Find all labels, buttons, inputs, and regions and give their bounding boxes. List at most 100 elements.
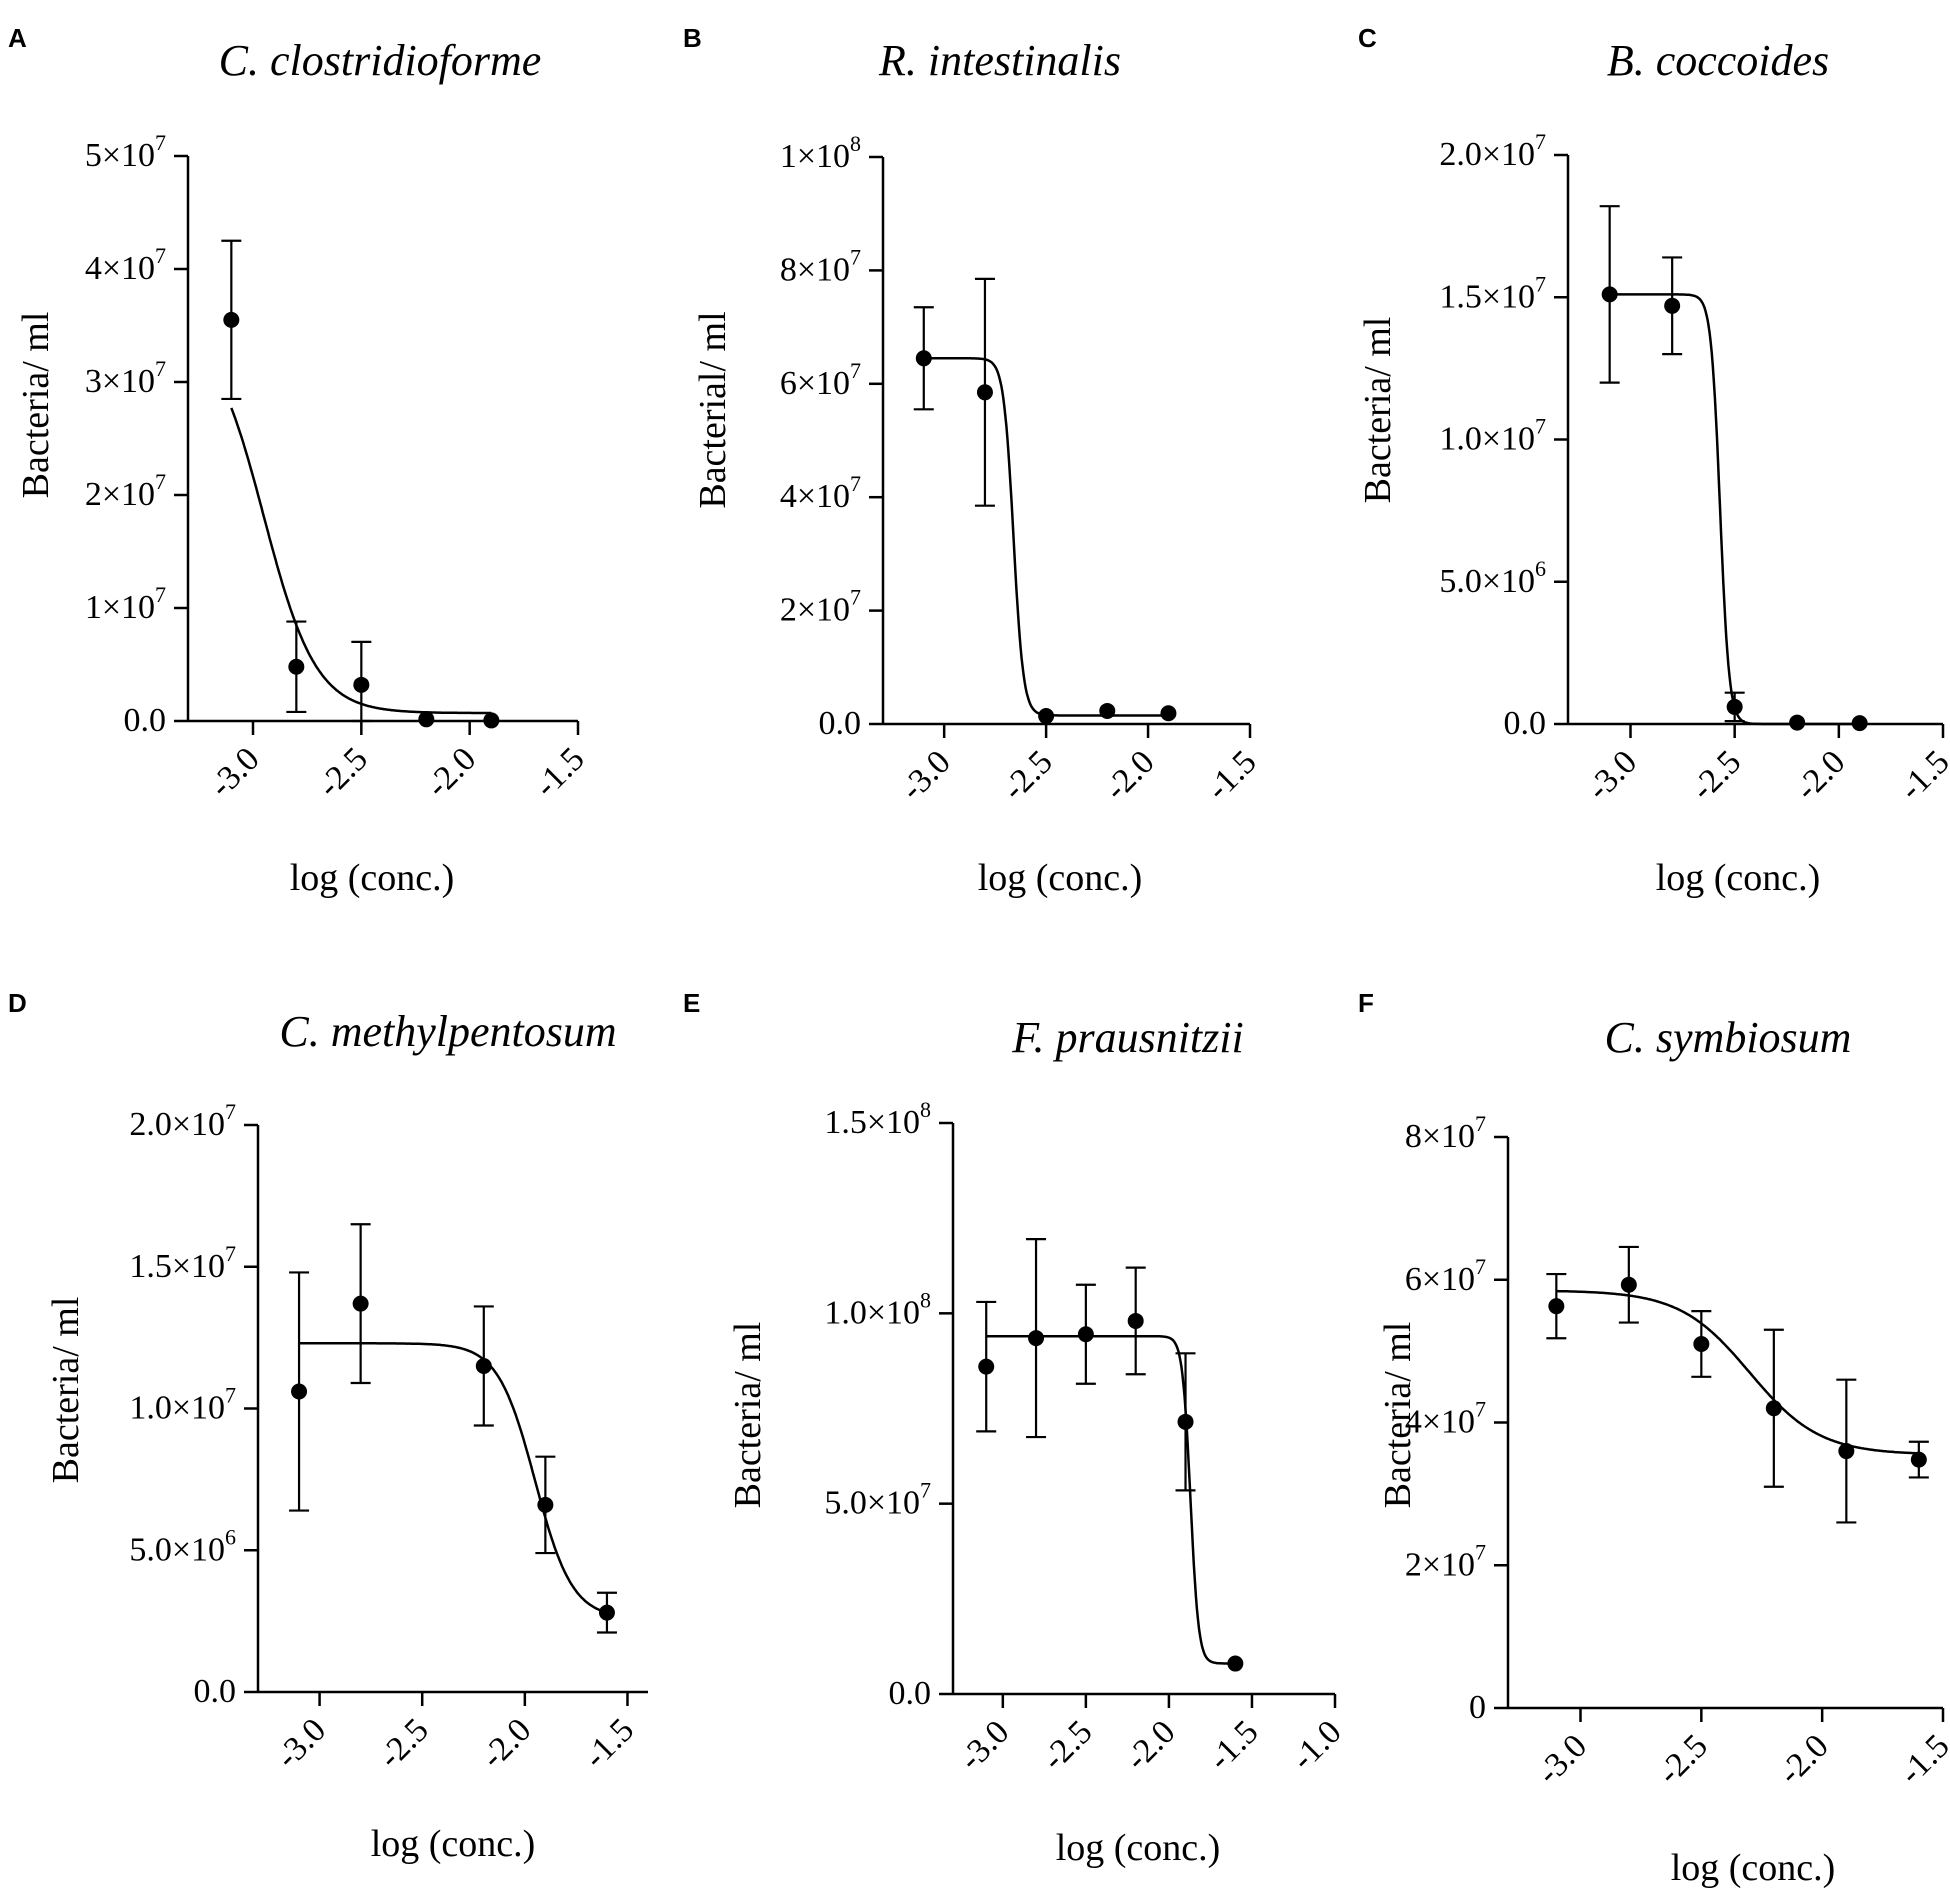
y-tick-exponent: 7 bbox=[1535, 129, 1546, 154]
data-point bbox=[1664, 297, 1681, 314]
panel-letter: C bbox=[1358, 23, 1377, 53]
data-point bbox=[915, 350, 932, 367]
x-tick-label: -2.0 bbox=[1097, 743, 1161, 807]
data-point bbox=[1693, 1335, 1710, 1352]
y-tick-label: 2×107 bbox=[780, 585, 861, 629]
data-point bbox=[352, 1295, 369, 1312]
panel-letter: D bbox=[8, 988, 27, 1018]
y-tick-mantissa: 4×10 bbox=[780, 478, 850, 515]
data-point bbox=[976, 384, 993, 401]
y-tick-mantissa: 1.5×10 bbox=[1439, 278, 1535, 315]
y-tick-label: 6×107 bbox=[780, 358, 861, 402]
data-point bbox=[288, 658, 305, 675]
y-tick-label: 5.0×106 bbox=[1439, 556, 1546, 600]
y-tick-mantissa: 0.0 bbox=[889, 1675, 932, 1712]
y-tick-label: 4×107 bbox=[780, 471, 861, 515]
data-point bbox=[1160, 705, 1177, 722]
y-tick-mantissa: 5.0×10 bbox=[824, 1485, 920, 1522]
chart-panel-e: EF. prausnitzii0.05.0×1071.0×1081.5×108-… bbox=[683, 988, 1349, 1869]
y-tick-exponent: 8 bbox=[920, 1097, 931, 1122]
x-tick-label: -2.0 bbox=[474, 1711, 538, 1775]
x-tick-label: -2.0 bbox=[1118, 1713, 1182, 1777]
y-tick-exponent: 7 bbox=[155, 243, 166, 268]
data-point bbox=[291, 1383, 308, 1400]
chart-title: R. intestinalis bbox=[878, 36, 1121, 85]
y-axis-label: Bacteria/ ml bbox=[1377, 1322, 1419, 1509]
fit-curve bbox=[1556, 1289, 1919, 1455]
y-tick-mantissa: 5.0×10 bbox=[1439, 563, 1535, 600]
y-tick-mantissa: 6×10 bbox=[780, 365, 850, 402]
y-tick-exponent: 7 bbox=[850, 471, 861, 496]
y-tick-label: 5×107 bbox=[85, 130, 166, 174]
y-tick-exponent: 6 bbox=[1535, 556, 1546, 581]
x-axis-label: log (conc.) bbox=[371, 1823, 536, 1865]
data-point bbox=[537, 1496, 554, 1513]
chart-title: C. clostridioforme bbox=[219, 36, 542, 85]
y-tick-label: 1×107 bbox=[85, 582, 166, 626]
y-tick-exponent: 7 bbox=[1535, 271, 1546, 296]
data-point bbox=[1077, 1326, 1094, 1343]
chart-panel-b: B R. intestinalis0.02×1074×1076×1078×1071… bbox=[683, 23, 1264, 899]
chart-title: F. prausnitzii bbox=[1011, 1013, 1243, 1062]
y-tick-exponent: 7 bbox=[155, 582, 166, 607]
x-tick-label: -1.5 bbox=[1892, 1727, 1950, 1791]
y-tick-mantissa: 1.5×10 bbox=[824, 1104, 920, 1141]
y-tick-exponent: 7 bbox=[225, 1099, 236, 1124]
fit-curve bbox=[1609, 293, 1860, 726]
x-tick-label: -1.5 bbox=[1201, 1713, 1265, 1777]
y-tick-exponent: 7 bbox=[155, 130, 166, 155]
y-tick-label: 5.0×106 bbox=[129, 1524, 236, 1568]
x-tick-label: -2.5 bbox=[1651, 1727, 1715, 1791]
data-point bbox=[1601, 286, 1618, 303]
y-tick-label: 3×107 bbox=[85, 356, 166, 400]
data-point bbox=[1620, 1276, 1637, 1293]
chart-panel-d: DC. methylpentosum0.05.0×1061.0×1071.5×1… bbox=[8, 988, 648, 1865]
fit-curve bbox=[923, 357, 1169, 717]
y-tick-exponent: 7 bbox=[850, 244, 861, 269]
y-tick-exponent: 7 bbox=[155, 469, 166, 494]
y-tick-label: 1×108 bbox=[780, 131, 861, 175]
y-tick-mantissa: 0.0 bbox=[1504, 705, 1547, 742]
panel-letter: E bbox=[683, 988, 700, 1018]
data-point bbox=[475, 1357, 492, 1374]
panel-letter: F bbox=[1358, 988, 1374, 1018]
y-tick-label: 1.0×108 bbox=[824, 1287, 931, 1331]
y-tick-label: 2.0×107 bbox=[129, 1099, 236, 1143]
x-tick-label: -2.5 bbox=[996, 743, 1060, 807]
y-tick-mantissa: 3×10 bbox=[85, 363, 155, 400]
x-axis-label: log (conc.) bbox=[290, 857, 455, 899]
data-point bbox=[1910, 1451, 1927, 1468]
y-tick-exponent: 7 bbox=[225, 1241, 236, 1266]
y-tick-exponent: 7 bbox=[1475, 1539, 1486, 1564]
y-tick-mantissa: 1.5×10 bbox=[129, 1248, 225, 1285]
y-tick-mantissa: 4×10 bbox=[1405, 1404, 1475, 1441]
data-point bbox=[1548, 1298, 1565, 1315]
data-point bbox=[1726, 698, 1743, 715]
panel-letter: B bbox=[683, 23, 702, 53]
y-tick-label: 2.0×107 bbox=[1439, 129, 1546, 173]
x-tick-label: -2.5 bbox=[372, 1711, 436, 1775]
x-tick-label: -1.5 bbox=[577, 1711, 641, 1775]
x-tick-label: -1.5 bbox=[527, 740, 591, 804]
y-tick-label: 1.0×107 bbox=[1439, 414, 1546, 458]
data-point bbox=[1177, 1413, 1194, 1430]
x-axis-label: log (conc.) bbox=[978, 857, 1143, 899]
y-tick-mantissa: 2.0×10 bbox=[129, 1106, 225, 1143]
y-tick-exponent: 7 bbox=[1535, 414, 1546, 439]
y-tick-mantissa: 2×10 bbox=[780, 592, 850, 629]
y-tick-label: 0.0 bbox=[194, 1673, 237, 1710]
x-tick-label: -3.0 bbox=[894, 743, 958, 807]
y-axis-label: Bacteria/ ml bbox=[15, 312, 57, 499]
y-tick-mantissa: 1.0×10 bbox=[1439, 421, 1535, 458]
data-point bbox=[1038, 708, 1055, 725]
y-tick-mantissa: 8×10 bbox=[780, 251, 850, 288]
y-tick-exponent: 7 bbox=[850, 358, 861, 383]
y-tick-mantissa: 5.0×10 bbox=[129, 1531, 225, 1568]
y-tick-label: 1.5×108 bbox=[824, 1097, 931, 1141]
data-point bbox=[353, 676, 370, 693]
y-tick-exponent: 7 bbox=[1475, 1397, 1486, 1422]
x-tick-label: -3.0 bbox=[1530, 1727, 1594, 1791]
x-tick-label: -3.0 bbox=[269, 1711, 333, 1775]
